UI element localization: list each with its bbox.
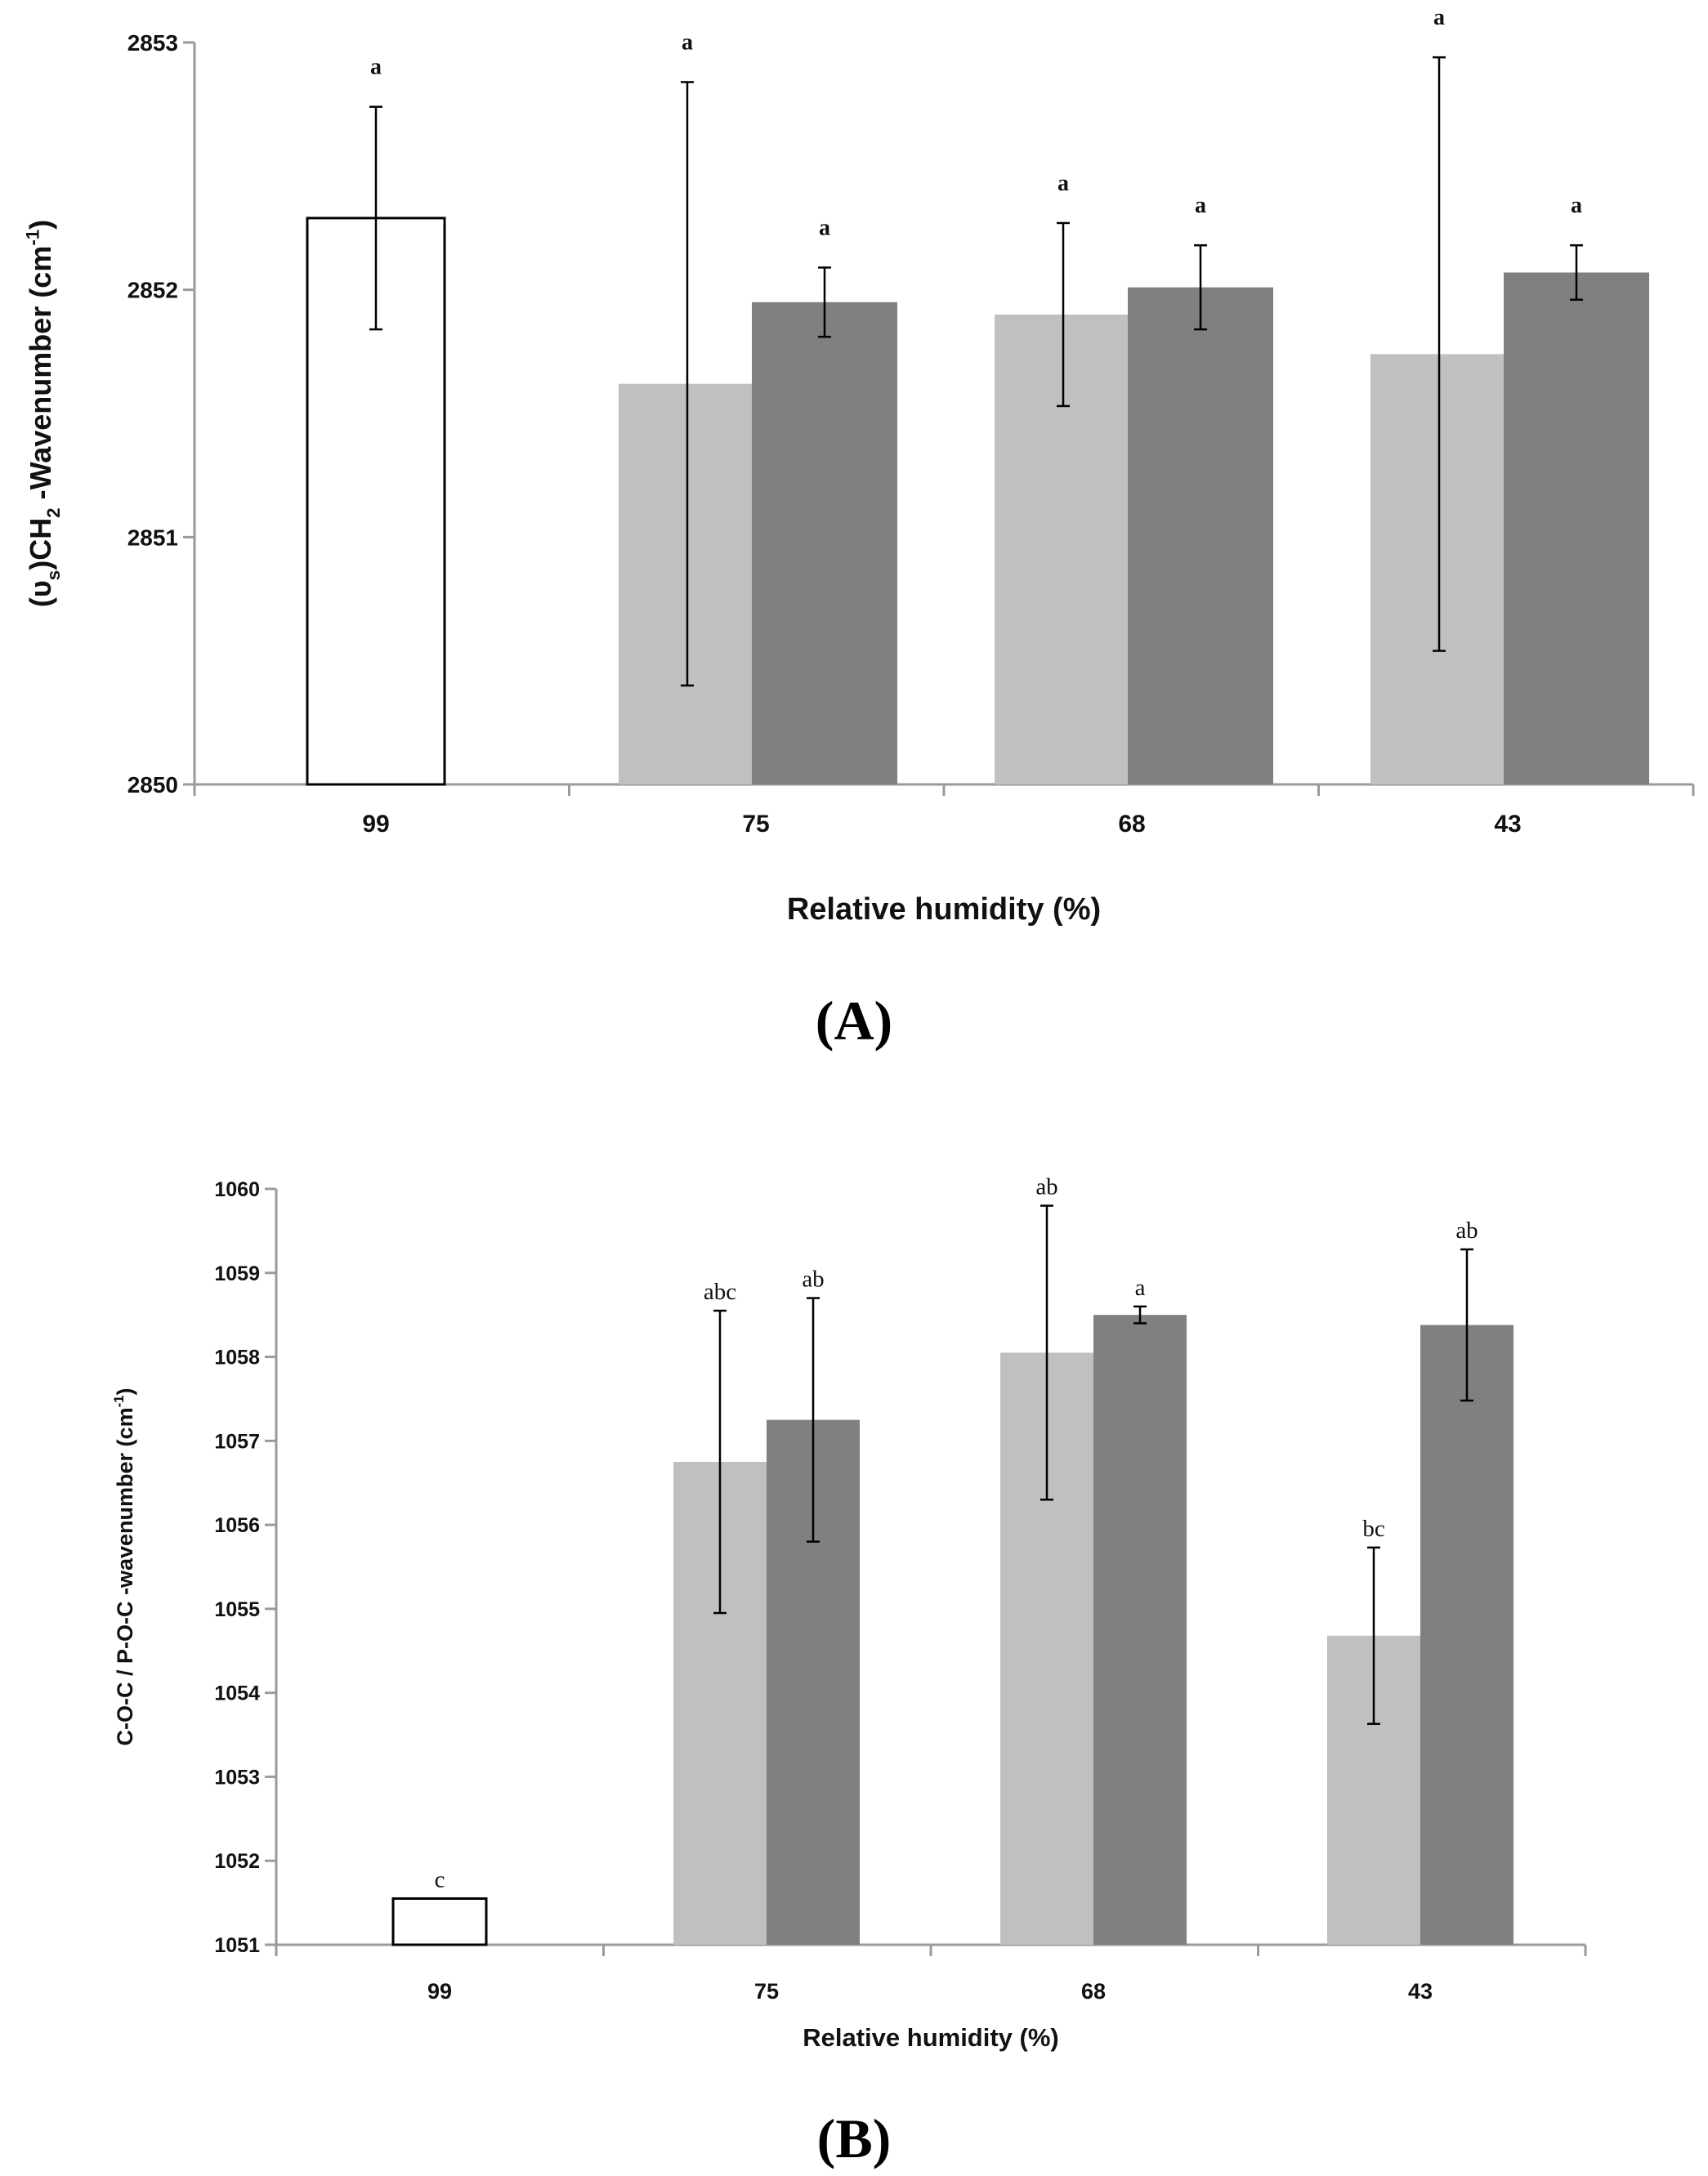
significance-letter: ab bbox=[1035, 1174, 1057, 1200]
y-axis-label-part: (υ bbox=[24, 580, 57, 607]
significance-letter: a bbox=[1571, 193, 1582, 218]
x-tick-label: 43 bbox=[1494, 811, 1521, 838]
y-tick-label: 1059 bbox=[214, 1262, 260, 1285]
panel-label: (A) bbox=[816, 990, 892, 1052]
y-tick-label: 1057 bbox=[214, 1430, 260, 1453]
y-tick-label: 1054 bbox=[214, 1682, 260, 1705]
significance-letter: bc bbox=[1362, 1516, 1384, 1542]
y-axis-label-part: C-O-C / P-O-C -wavenumber (cm bbox=[113, 1407, 137, 1745]
y-axis-label-part: ) bbox=[113, 1388, 137, 1396]
x-tick-label: 99 bbox=[427, 1979, 452, 2004]
bar-dark-75 bbox=[752, 302, 897, 784]
x-tick-label: 68 bbox=[1081, 1979, 1106, 2004]
y-axis-label-part: s bbox=[43, 570, 64, 580]
x-axis-label: Relative humidity (%) bbox=[787, 892, 1101, 927]
bar-dark-68 bbox=[1093, 1315, 1187, 1945]
y-tick-label: 1051 bbox=[214, 1934, 260, 1957]
y-tick-label: 1055 bbox=[214, 1598, 260, 1621]
y-tick-label: 1052 bbox=[214, 1850, 260, 1873]
significance-letter: a bbox=[1057, 171, 1069, 196]
y-tick-label: 1053 bbox=[214, 1766, 260, 1789]
y-axis-label: (υs)CH2 -Wavenumber (cm-1) bbox=[23, 220, 64, 607]
significance-letter: a bbox=[1433, 5, 1445, 30]
chart-b: 1051 1052 1053 1054 1055 1056 1057 1058 1059 1060… bbox=[111, 1174, 1587, 2169]
x-tick-label: 75 bbox=[742, 811, 769, 838]
y-tick-label: 1056 bbox=[214, 1514, 260, 1537]
y-tick-label: 1060 bbox=[214, 1178, 260, 1201]
y-axis-label-part: ) bbox=[24, 220, 57, 230]
significance-letter: a bbox=[370, 55, 382, 80]
y-tick-label: 2851 bbox=[127, 525, 178, 550]
x-tick-label: 68 bbox=[1118, 811, 1145, 838]
significance-letter: abc bbox=[704, 1279, 736, 1305]
y-tick-label: 2850 bbox=[127, 772, 178, 798]
bar-control-99 bbox=[391, 1897, 488, 1946]
x-tick-label: 75 bbox=[754, 1979, 779, 2004]
significance-letter: a bbox=[1195, 193, 1206, 218]
bar-dark-43 bbox=[1504, 272, 1649, 785]
bar-dark-68 bbox=[1128, 287, 1273, 784]
y-tick-label: 1058 bbox=[214, 1347, 260, 1369]
significance-letter: ab bbox=[1455, 1218, 1478, 1244]
y-axis-label-part: -1 bbox=[23, 230, 43, 246]
x-tick-label: 99 bbox=[362, 811, 389, 838]
significance-letter: c bbox=[435, 1866, 445, 1892]
y-axis-label-part: 2 bbox=[43, 507, 64, 517]
y-tick-label: 2853 bbox=[127, 30, 178, 56]
significance-letter: a bbox=[1135, 1275, 1146, 1301]
y-axis-label-part: -Wavenumber (cm bbox=[24, 246, 57, 508]
panel-label: (B) bbox=[817, 2107, 892, 2169]
x-axis-label: Relative humidity (%) bbox=[803, 2023, 1059, 2052]
significance-letter: a bbox=[682, 29, 693, 55]
y-axis-label-part: )CH bbox=[24, 518, 57, 570]
significance-letter: ab bbox=[802, 1267, 824, 1293]
x-tick-label: 43 bbox=[1408, 1979, 1433, 2004]
significance-letter: a bbox=[819, 215, 830, 240]
y-tick-label: 2852 bbox=[127, 278, 178, 303]
y-axis-label: C-O-C / P-O-C -wavenumber (cm-1) bbox=[111, 1388, 137, 1746]
chart-a: 2850 2851 2852 2853 99 75 68 43 a a a a a a a Relative … bbox=[23, 5, 1695, 1052]
y-axis-label-part: -1 bbox=[111, 1396, 127, 1408]
bar-dark-43 bbox=[1420, 1325, 1514, 1945]
